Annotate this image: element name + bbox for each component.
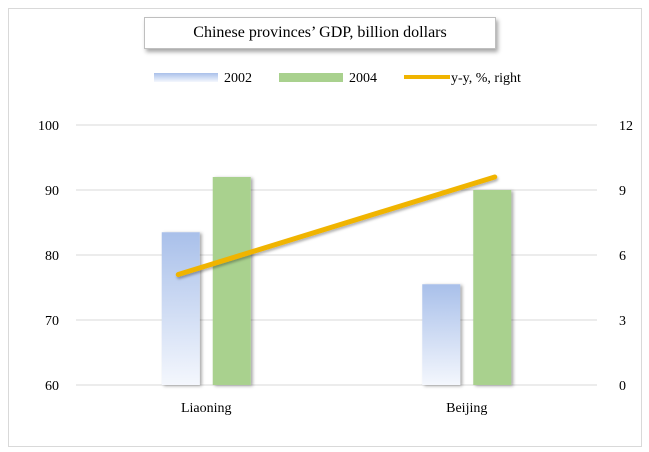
legend-label-yy: y-y, %, right: [451, 71, 521, 86]
bar-2002-liaoning: [161, 232, 200, 385]
line-series: [175, 174, 498, 277]
y-left-tick-label: 70: [45, 314, 59, 329]
y-left-tick-label: 90: [45, 184, 59, 199]
bars: [161, 177, 512, 385]
y-left-tick-label: 100: [38, 119, 59, 134]
chart-title: Chinese provinces’ GDP, billion dollars: [144, 17, 496, 49]
legend-swatch-2002: [154, 73, 218, 82]
bar-2002-beijing: [422, 284, 461, 385]
y-right-tick-label: 3: [619, 314, 626, 329]
legend-swatch-2004: [279, 73, 343, 82]
y-right-tick-label: 12: [619, 119, 633, 134]
legend-label-2004: 2004: [349, 71, 377, 86]
y-right-tick-label: 9: [619, 184, 626, 199]
x-tick-label: Liaoning: [181, 401, 232, 416]
bar-2004-liaoning: [212, 177, 251, 385]
x-axis-labels: Liaoning Beijing: [181, 401, 487, 416]
y-left-tick-label: 80: [45, 249, 59, 264]
y-right-tick-label: 0: [619, 379, 626, 394]
y-left-tick-label: 60: [45, 379, 59, 394]
y-right-tick-label: 6: [619, 249, 626, 264]
legend-label-2002: 2002: [224, 71, 252, 86]
right-axis: 12 9 6 3 0: [619, 119, 633, 394]
bar-2004-beijing: [473, 190, 512, 385]
gridlines: [76, 124, 597, 386]
series-line-yy: [175, 174, 498, 277]
x-tick-label: Beijing: [446, 401, 487, 416]
legend: 2002 2004 y-y, %, right: [154, 71, 521, 86]
left-axis: 100 90 80 70 60: [38, 119, 59, 394]
